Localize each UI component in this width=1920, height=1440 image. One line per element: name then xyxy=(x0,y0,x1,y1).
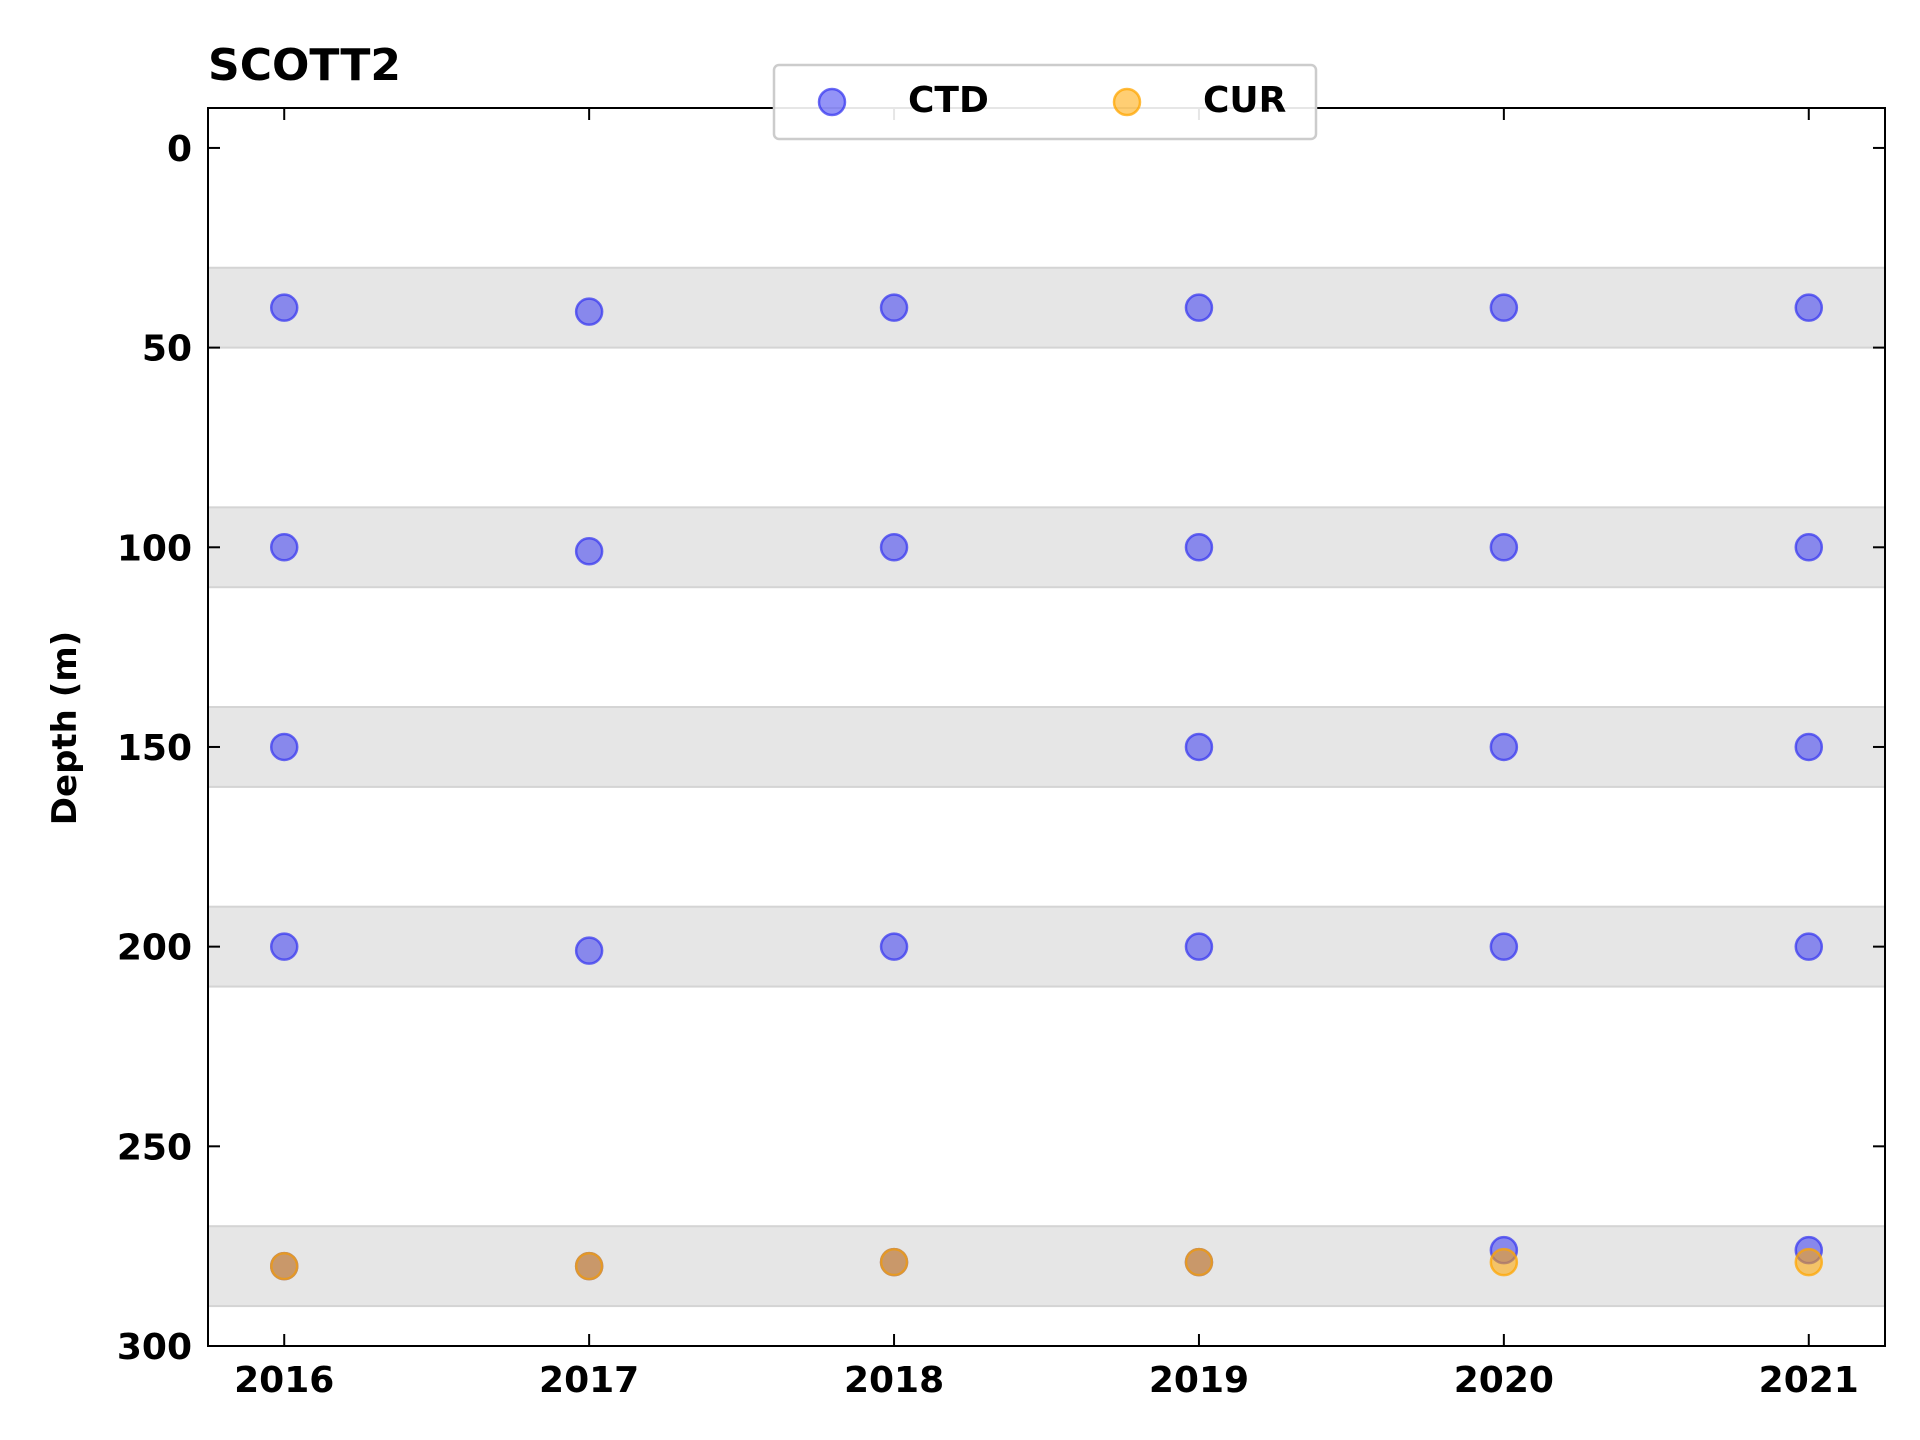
depth-band xyxy=(207,506,1886,589)
point-ctd xyxy=(1184,533,1214,562)
depth-band xyxy=(207,1225,1886,1308)
x-tick-label: 2018 xyxy=(844,1360,944,1401)
depth-band xyxy=(207,266,1886,349)
point-ctd xyxy=(574,537,604,566)
point-ctd xyxy=(1489,932,1519,961)
point-ctd xyxy=(1184,732,1214,762)
x-tick-label: 2020 xyxy=(1454,1360,1554,1401)
legend-marker-ctd xyxy=(817,87,847,117)
point-ctd xyxy=(269,932,299,961)
point-ctd xyxy=(269,293,299,322)
point-ctd xyxy=(574,936,604,965)
point-ctd xyxy=(1184,932,1214,961)
point-ctd xyxy=(1794,533,1824,562)
point-cur xyxy=(269,1251,299,1281)
point-ctd xyxy=(1794,293,1824,322)
legend-label-ctd: CTD xyxy=(908,80,989,121)
point-cur xyxy=(1794,1247,1824,1277)
point-cur xyxy=(1489,1247,1519,1277)
y-tick-label: 50 xyxy=(142,329,192,370)
legend: CTD CUR xyxy=(772,63,1318,141)
point-ctd xyxy=(1184,293,1214,322)
point-ctd xyxy=(1794,932,1824,961)
point-ctd xyxy=(269,732,299,762)
legend-marker-cur xyxy=(1112,87,1142,117)
point-cur xyxy=(879,1247,909,1277)
y-tick-label: 250 xyxy=(117,1127,192,1168)
legend-label-cur: CUR xyxy=(1203,80,1286,121)
point-ctd xyxy=(1794,732,1824,762)
x-tick-label: 2017 xyxy=(539,1360,639,1401)
point-cur xyxy=(574,1251,604,1281)
point-ctd xyxy=(1489,732,1519,762)
point-cur xyxy=(1184,1247,1214,1277)
point-ctd xyxy=(879,533,909,562)
point-ctd xyxy=(1489,293,1519,322)
depth-band xyxy=(207,905,1886,988)
y-tick-label: 150 xyxy=(117,728,192,769)
y-tick-label: 300 xyxy=(117,1327,192,1368)
legend-box xyxy=(772,63,1318,141)
point-ctd xyxy=(879,293,909,322)
x-tick-label: 2021 xyxy=(1759,1360,1859,1401)
point-ctd xyxy=(574,297,604,326)
y-axis-label: Depth (m) xyxy=(45,631,85,825)
chart-title: SCOTT2 xyxy=(208,40,401,91)
y-tick-label: 200 xyxy=(117,928,192,969)
point-ctd xyxy=(1489,533,1519,562)
data-points xyxy=(269,293,1824,1281)
depth-bands xyxy=(207,266,1886,1308)
point-ctd xyxy=(879,932,909,961)
y-axis: 0 50 100 150 200 250 300 xyxy=(117,129,1885,1368)
point-ctd xyxy=(269,533,299,562)
x-tick-label: 2016 xyxy=(234,1360,334,1401)
depth-band xyxy=(207,706,1886,788)
y-tick-label: 100 xyxy=(117,528,192,569)
y-tick-label: 0 xyxy=(167,129,192,170)
x-tick-label: 2019 xyxy=(1149,1360,1249,1401)
